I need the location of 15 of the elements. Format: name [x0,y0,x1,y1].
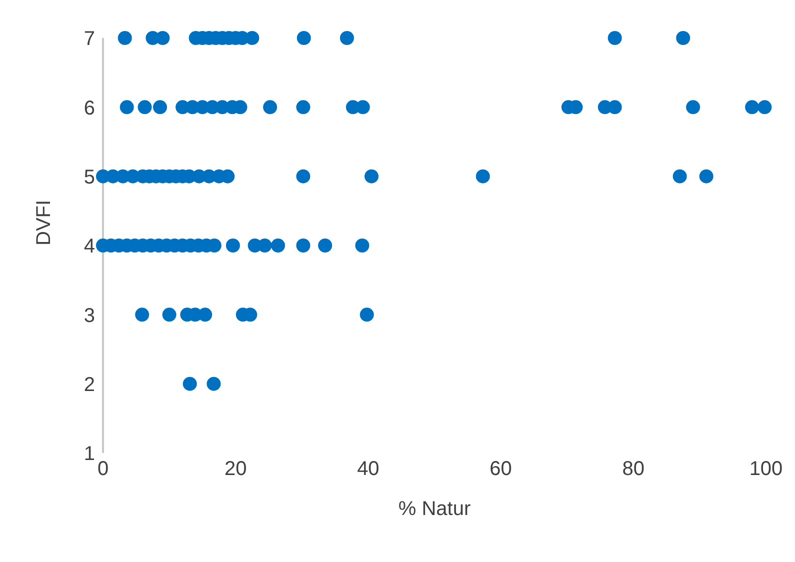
y-axis-title: DVFI [33,200,56,246]
x-tick-label: 40 [357,458,380,480]
x-tick-label: 60 [490,458,512,480]
x-tick-label: 20 [224,458,247,480]
x-tick-label: 100 [749,458,783,480]
x-tick-label: 0 [97,458,109,480]
y-tick-label: 2 [84,374,95,396]
x-axis-title: % Natur [398,498,471,520]
y-tick-label: 6 [84,97,95,120]
y-tick-label: 1 [84,443,95,466]
x-tick-label: 80 [622,458,645,480]
y-tick-label: 3 [84,304,95,327]
y-tick-label: 4 [84,236,95,258]
y-tick-label: 5 [84,166,95,188]
y-tick-label: 7 [84,28,95,50]
